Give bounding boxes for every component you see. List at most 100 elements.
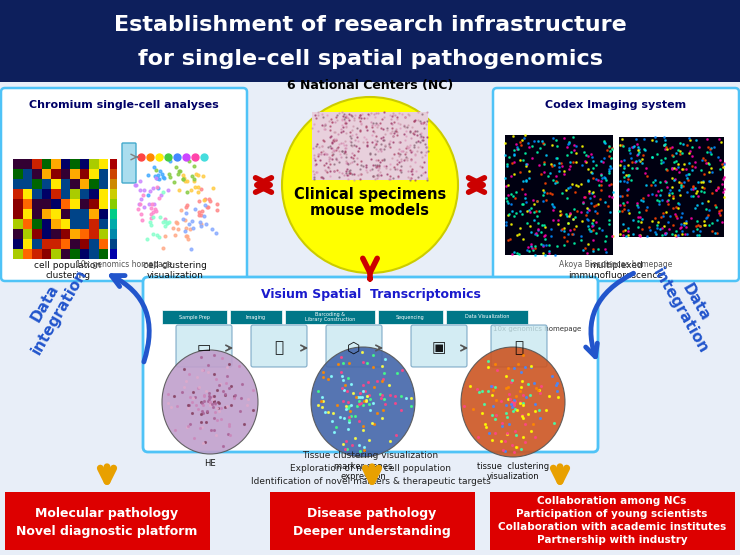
Bar: [61, 199, 70, 209]
Point: [144, 199, 155, 208]
Point: [157, 243, 169, 252]
Bar: [13, 219, 22, 229]
Text: Codex Imaging system: Codex Imaging system: [545, 100, 687, 110]
Point: [195, 184, 206, 193]
Bar: [32, 199, 41, 209]
Point: [173, 166, 185, 175]
Text: cell clustering
visualization: cell clustering visualization: [143, 261, 207, 280]
Bar: [22, 189, 32, 199]
Bar: [79, 189, 89, 199]
Point: [158, 174, 169, 183]
Text: Chromium single-cell analyses: Chromium single-cell analyses: [29, 100, 219, 110]
FancyBboxPatch shape: [312, 112, 428, 180]
Text: Visium Spatial  Transcriptomics: Visium Spatial Transcriptomics: [260, 288, 480, 301]
Point: [173, 186, 185, 195]
Bar: [89, 249, 98, 259]
Point: [168, 177, 180, 186]
Bar: [79, 199, 89, 209]
Bar: [13, 229, 22, 239]
Point: [189, 183, 201, 191]
Point: [185, 245, 197, 254]
Text: 6 National Centers (NC): 6 National Centers (NC): [287, 79, 453, 92]
FancyBboxPatch shape: [505, 135, 613, 255]
Text: Sequencing: Sequencing: [396, 315, 425, 320]
Ellipse shape: [311, 347, 415, 457]
Bar: [98, 199, 108, 209]
Point: [193, 208, 205, 217]
FancyBboxPatch shape: [378, 310, 443, 324]
Point: [199, 194, 211, 203]
Bar: [22, 179, 32, 189]
Bar: [89, 239, 98, 249]
Bar: [79, 209, 89, 219]
Bar: [13, 239, 22, 249]
Text: Exploration of novel cell population: Exploration of novel cell population: [290, 464, 451, 473]
Bar: [51, 209, 61, 219]
Point: [195, 210, 206, 219]
Point: [183, 157, 195, 165]
Point: [188, 175, 200, 184]
Text: Disease pathology: Disease pathology: [307, 507, 437, 521]
Point: [154, 166, 166, 175]
Point: [160, 214, 172, 223]
Text: multiplexed
immunofluorescence: multiplexed immunofluorescence: [568, 261, 664, 280]
Bar: [61, 249, 70, 259]
FancyBboxPatch shape: [0, 82, 740, 555]
Text: marker genes
expression: marker genes expression: [334, 462, 392, 481]
Point: [180, 203, 192, 212]
Bar: [70, 159, 79, 169]
FancyArrowPatch shape: [585, 273, 633, 357]
FancyArrowPatch shape: [112, 276, 149, 362]
Bar: [110, 199, 117, 209]
Bar: [110, 159, 117, 169]
Bar: [110, 189, 117, 199]
Point: [163, 217, 175, 226]
Bar: [70, 239, 79, 249]
Point: [167, 223, 179, 232]
Point: [147, 208, 159, 216]
Point: [137, 190, 149, 199]
Bar: [79, 249, 89, 259]
Point: [175, 206, 186, 215]
Bar: [51, 159, 61, 169]
Point: [132, 204, 144, 213]
Text: Identification of novel markers & therapeutic targets: Identification of novel markers & therap…: [251, 477, 491, 486]
Bar: [41, 189, 51, 199]
Bar: [98, 219, 108, 229]
Bar: [110, 239, 117, 249]
Text: for single-cell spatial pathogenomics: for single-cell spatial pathogenomics: [138, 49, 602, 69]
Point: [186, 172, 198, 181]
Point: [155, 191, 167, 200]
Bar: [32, 209, 41, 219]
FancyBboxPatch shape: [143, 277, 598, 452]
Bar: [32, 229, 41, 239]
Point: [141, 234, 153, 243]
Text: Data Visualization: Data Visualization: [465, 315, 509, 320]
Point: [150, 174, 162, 183]
Bar: [70, 219, 79, 229]
Text: cell population
clustering: cell population clustering: [35, 261, 101, 280]
FancyBboxPatch shape: [446, 310, 528, 324]
Bar: [22, 239, 32, 249]
Point: [153, 194, 165, 203]
Text: Sample Prep: Sample Prep: [179, 315, 210, 320]
Text: Collaboration among NCs: Collaboration among NCs: [537, 496, 687, 506]
Point: [206, 225, 218, 234]
Bar: [32, 219, 41, 229]
Bar: [98, 239, 108, 249]
Point: [157, 217, 169, 226]
Bar: [41, 179, 51, 189]
Bar: [89, 229, 98, 239]
Bar: [51, 169, 61, 179]
Bar: [110, 229, 117, 239]
Bar: [61, 239, 70, 249]
FancyBboxPatch shape: [326, 325, 382, 367]
Point: [138, 203, 149, 211]
Point: [148, 199, 160, 208]
FancyBboxPatch shape: [493, 88, 739, 281]
Bar: [13, 169, 22, 179]
Bar: [51, 179, 61, 189]
Bar: [70, 229, 79, 239]
Point: [134, 176, 146, 185]
Point: [178, 174, 190, 183]
